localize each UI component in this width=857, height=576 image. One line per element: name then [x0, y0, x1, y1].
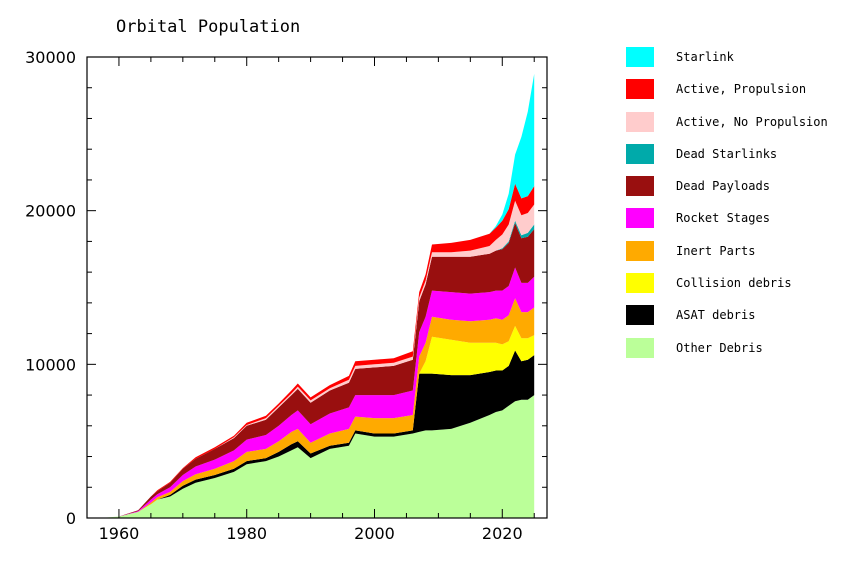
y-tick-label: 10000 [25, 355, 76, 374]
legend-label: Inert Parts [676, 243, 756, 258]
x-tick-label: 2000 [354, 524, 395, 543]
legend-label: Rocket Stages [676, 211, 770, 226]
legend-swatch [626, 143, 654, 164]
legend-swatch [626, 273, 654, 294]
area-dead-payloads [99, 223, 535, 518]
legend-swatch [626, 208, 654, 229]
plot-frame [86, 56, 548, 519]
legend-swatch [626, 337, 654, 358]
area-collision-debris [99, 325, 535, 518]
area-inert-parts [99, 298, 535, 518]
area-asat-debris [99, 350, 535, 518]
x-tick-label: 1980 [226, 524, 267, 543]
legend-label: Active, No Propulsion [676, 114, 828, 129]
y-tick-label: 0 [66, 509, 76, 528]
y-tick-label: 20000 [25, 202, 76, 221]
legend-label: Starlink [676, 50, 734, 64]
area-rocket-stages [99, 267, 535, 518]
x-tick-label: 1960 [99, 524, 140, 543]
legend-swatch [626, 47, 654, 67]
legend-label: ASAT debris [676, 308, 756, 323]
legend-label: Other Debris [676, 340, 763, 355]
legend-swatch [626, 111, 654, 132]
legend-swatch [626, 79, 654, 100]
legend-swatch [626, 176, 654, 197]
legend-swatch [626, 305, 654, 326]
legend-label: Active, Propulsion [676, 82, 807, 97]
x-tick-label: 2020 [482, 524, 523, 543]
legend-swatch [626, 240, 654, 261]
y-tick-label: 30000 [25, 48, 76, 67]
chart-title: Orbital Population [116, 17, 301, 37]
legend-label: Collision debris [676, 276, 792, 291]
legend-label: Dead Starlinks [676, 146, 778, 161]
legend-label: Dead Payloads [676, 179, 770, 194]
area-other-debris [99, 395, 535, 518]
